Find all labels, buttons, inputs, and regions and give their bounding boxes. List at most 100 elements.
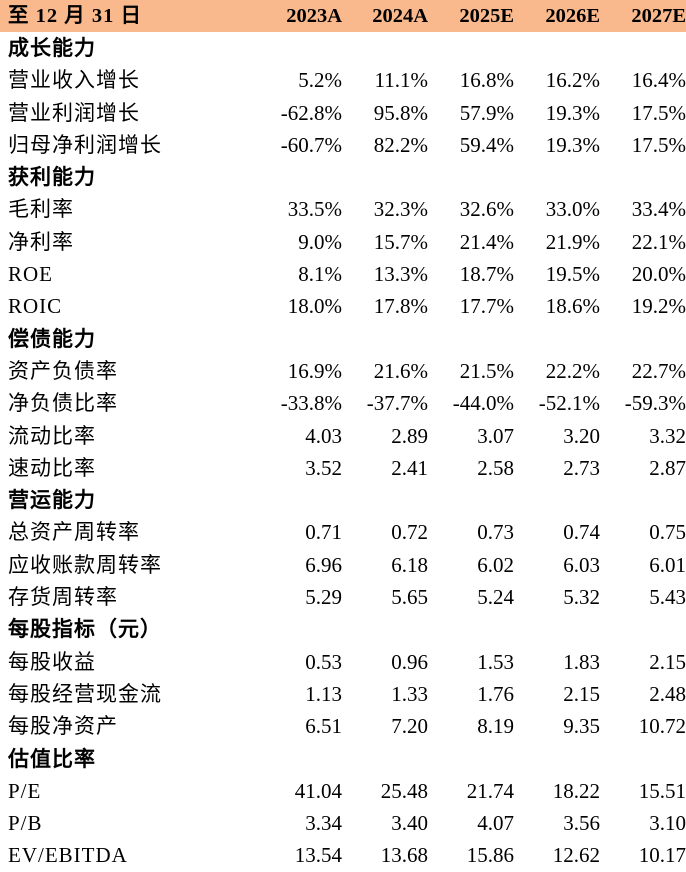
value-cell: 2.15 [649, 649, 686, 674]
value-cell: 21.4% [459, 229, 514, 254]
value-cell: 0.71 [305, 520, 342, 545]
value-cell: 1.53 [477, 649, 514, 674]
value-cell: 0.73 [477, 520, 514, 545]
table-row: P/B 3.34 3.40 4.07 3.56 3.10 [0, 807, 686, 839]
value-cell: 2.41 [391, 455, 428, 480]
value-cell: 15.51 [638, 778, 686, 803]
value-cell: 3.10 [649, 811, 686, 836]
table-header-row: 至 12 月 31 日 2023A 2024A 2025E 2026E 2027… [0, 0, 686, 32]
value-cell: 2.15 [563, 681, 600, 706]
value-cell: 33.0% [545, 197, 600, 222]
header-year-2027e: 2027E [631, 5, 686, 27]
value-cell: 12.62 [552, 843, 600, 868]
value-cell: 0.96 [391, 649, 428, 674]
section-title: 营运能力 [8, 488, 96, 513]
row-label: ROIC [8, 294, 63, 319]
table-row: 流动比率 4.03 2.89 3.07 3.20 3.32 [0, 420, 686, 452]
value-cell: 32.6% [459, 197, 514, 222]
value-cell: -33.8% [280, 391, 342, 416]
table-row: 营业收入增长 5.2% 11.1% 16.8% 16.2% 16.4% [0, 64, 686, 96]
value-cell: 2.89 [391, 423, 428, 448]
value-cell: 4.03 [305, 423, 342, 448]
row-label: 应收账款周转率 [8, 552, 162, 577]
value-cell: 5.2% [298, 68, 342, 93]
value-cell: 1.13 [305, 681, 342, 706]
header-year-2024a: 2024A [372, 5, 428, 27]
section-header-row: 偿债能力 [0, 323, 686, 355]
value-cell: 1.33 [391, 681, 428, 706]
value-cell: 18.0% [287, 294, 342, 319]
value-cell: 16.4% [631, 68, 686, 93]
value-cell: 22.2% [545, 358, 600, 383]
table-body: 成长能力 营业收入增长 5.2% 11.1% 16.8% 16.2% 16.4% 营业利润增长… [0, 32, 686, 872]
row-label: 净利率 [8, 229, 74, 254]
value-cell: 4.07 [477, 811, 514, 836]
value-cell: 1.76 [477, 681, 514, 706]
value-cell: 13.68 [380, 843, 428, 868]
value-cell: 15.7% [373, 229, 428, 254]
table-row: 每股收益 0.53 0.96 1.53 1.83 2.15 [0, 646, 686, 678]
value-cell: 82.2% [373, 132, 428, 157]
value-cell: 33.4% [631, 197, 686, 222]
value-cell: 2.87 [649, 455, 686, 480]
table-row: 资产负债率 16.9% 21.6% 21.5% 22.2% 22.7% [0, 355, 686, 387]
table-row: ROIC 18.0% 17.8% 17.7% 18.6% 19.2% [0, 290, 686, 322]
value-cell: 15.86 [466, 843, 514, 868]
section-header-row: 每股指标（元） [0, 613, 686, 645]
table-row: ROE 8.1% 13.3% 18.7% 19.5% 20.0% [0, 258, 686, 290]
value-cell: 17.5% [631, 132, 686, 157]
section-header-row: 营运能力 [0, 484, 686, 516]
value-cell: 1.83 [563, 649, 600, 674]
value-cell: 13.3% [373, 262, 428, 287]
value-cell: 6.01 [649, 552, 686, 577]
value-cell: 33.5% [287, 197, 342, 222]
row-label: 总资产周转率 [8, 520, 140, 545]
value-cell: 2.73 [563, 455, 600, 480]
row-label: P/B [8, 811, 43, 836]
table-row: P/E 41.04 25.48 21.74 18.22 15.51 [0, 775, 686, 807]
value-cell: 18.7% [459, 262, 514, 287]
value-cell: 8.19 [477, 714, 514, 739]
header-year-2025e: 2025E [459, 5, 514, 27]
value-cell: 3.32 [649, 423, 686, 448]
value-cell: 2.48 [649, 681, 686, 706]
row-label: 速动比率 [8, 455, 96, 480]
row-label: 每股经营现金流 [8, 681, 162, 706]
value-cell: 25.48 [380, 778, 428, 803]
row-label: 毛利率 [8, 197, 74, 222]
table-row: EV/EBITDA 13.54 13.68 15.86 12.62 10.17 [0, 839, 686, 871]
section-title: 每股指标（元） [8, 617, 162, 642]
value-cell: 22.7% [631, 358, 686, 383]
row-label: P/E [8, 778, 42, 803]
row-label: ROE [8, 262, 53, 287]
row-label: 流动比率 [8, 423, 96, 448]
value-cell: -59.3% [624, 391, 686, 416]
value-cell: 3.34 [305, 811, 342, 836]
value-cell: 10.72 [638, 714, 686, 739]
value-cell: 17.5% [631, 100, 686, 125]
value-cell: 17.7% [459, 294, 514, 319]
value-cell: 3.52 [305, 455, 342, 480]
table-row: 每股经营现金流 1.13 1.33 1.76 2.15 2.48 [0, 678, 686, 710]
section-title: 成长能力 [8, 36, 96, 60]
row-label: 每股收益 [8, 649, 96, 674]
value-cell: 3.20 [563, 423, 600, 448]
value-cell: 5.24 [477, 585, 514, 610]
value-cell: 17.8% [373, 294, 428, 319]
row-label: EV/EBITDA [8, 843, 128, 868]
table-row: 存货周转率 5.29 5.65 5.24 5.32 5.43 [0, 581, 686, 613]
table-row: 速动比率 3.52 2.41 2.58 2.73 2.87 [0, 452, 686, 484]
value-cell: 21.9% [545, 229, 600, 254]
value-cell: 0.72 [391, 520, 428, 545]
value-cell: 0.75 [649, 520, 686, 545]
value-cell: 6.51 [305, 714, 342, 739]
section-header-row: 获利能力 [0, 161, 686, 193]
value-cell: 59.4% [459, 132, 514, 157]
value-cell: 16.2% [545, 68, 600, 93]
value-cell: 19.3% [545, 132, 600, 157]
row-label: 资产负债率 [8, 358, 118, 383]
table-row: 净负债比率 -33.8% -37.7% -44.0% -52.1% -59.3% [0, 387, 686, 419]
section-title: 偿债能力 [8, 326, 96, 351]
table-row: 归母净利润增长 -60.7% 82.2% 59.4% 19.3% 17.5% [0, 129, 686, 161]
